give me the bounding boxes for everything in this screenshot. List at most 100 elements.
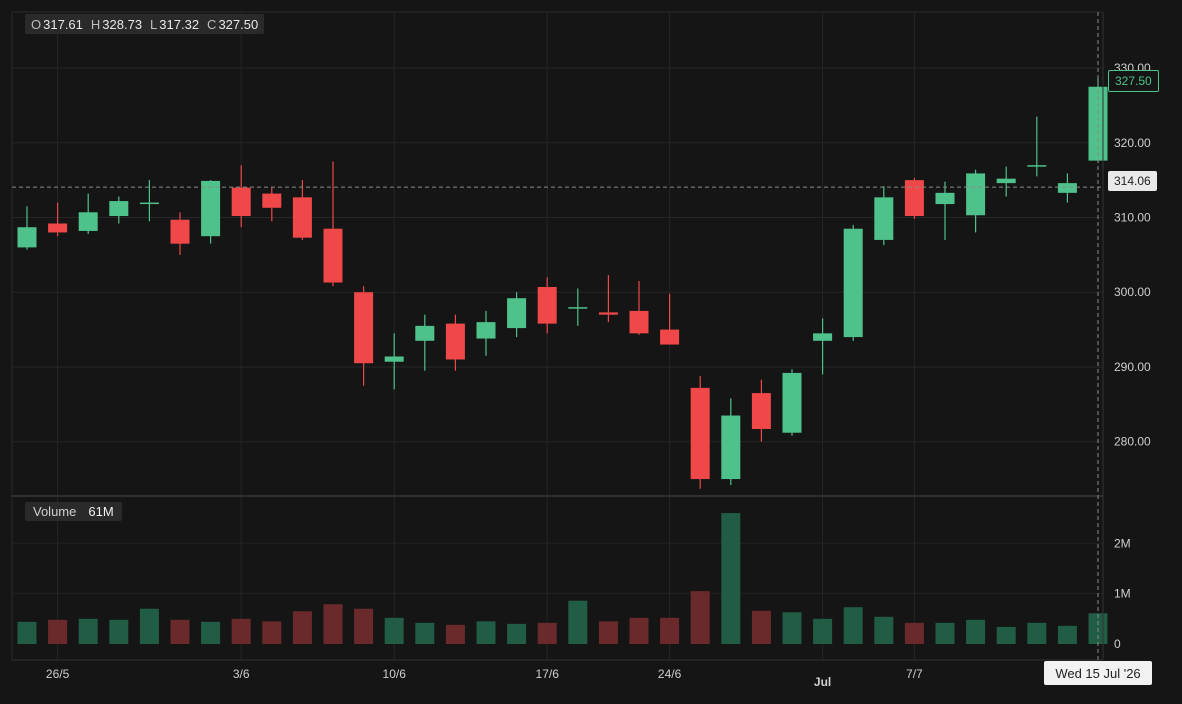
volume-bar [751, 610, 771, 644]
candle-body [568, 307, 588, 309]
candle-body [629, 310, 649, 334]
volume-bar [598, 621, 618, 644]
volume-bar [843, 607, 863, 644]
candle-body [445, 323, 465, 360]
candle-body [323, 228, 343, 283]
volume-bar [507, 623, 527, 644]
volume-tick-label: 1M [1114, 587, 1131, 601]
open-label: O [31, 16, 42, 32]
candle-body [598, 312, 618, 315]
candle-body [170, 219, 190, 244]
candle-body [17, 227, 37, 248]
volume-bar [1057, 625, 1077, 644]
candle-body [476, 322, 496, 339]
volume-bar [201, 621, 221, 644]
volume-bar [17, 621, 37, 644]
candle-body [904, 180, 924, 217]
axes: 330.00320.00310.00300.00290.00280.002M1M… [11, 11, 1151, 689]
time-tick-label: 24/6 [658, 667, 682, 681]
candle-body [415, 325, 435, 341]
close-label: C [207, 16, 217, 32]
price-pane [17, 77, 1108, 489]
crosshair-date-tag: Wed 15 Jul '26 [1044, 661, 1152, 685]
volume-legend: Volume 61M [25, 502, 122, 521]
low-label: L [150, 16, 158, 32]
candle-body [109, 201, 129, 217]
candle-body [966, 173, 986, 216]
candle-body [935, 192, 955, 205]
volume-bar [78, 618, 98, 644]
low-value: 317.32 [159, 16, 200, 32]
candle-body [1027, 165, 1047, 167]
volume-bar [537, 622, 557, 644]
candle-body [721, 415, 741, 480]
candle-body [874, 197, 894, 240]
candle-body [78, 212, 98, 231]
open-value: 317.61 [43, 16, 83, 32]
volume-bar [170, 619, 190, 644]
ohlc-legend: O 317.61 H 328.73 L 317.32 C 327.50 [25, 14, 265, 34]
volume-bar [109, 619, 129, 644]
crosshair [12, 12, 1103, 660]
volume-bar [629, 617, 649, 644]
candle-body [262, 193, 282, 208]
time-tick-label: 26/5 [46, 667, 70, 681]
candle-body [1057, 183, 1077, 193]
volume-pane [17, 513, 1108, 644]
volume-bar [721, 513, 741, 644]
volume-bar [415, 622, 435, 644]
candle-body [354, 292, 374, 364]
price-tick-label: 280.00 [1114, 435, 1151, 449]
volume-bar [48, 619, 68, 644]
volume-tick-label: 2M [1114, 536, 1131, 550]
candle-body [537, 287, 557, 324]
time-tick-label: 17/6 [536, 667, 560, 681]
volume-bar [996, 626, 1016, 644]
candle-body [292, 197, 312, 238]
close-value: 327.50 [218, 16, 259, 32]
time-tick-label: 10/6 [383, 667, 407, 681]
volume-tick-label: 0 [1114, 637, 1121, 651]
candle-body [48, 223, 68, 233]
volume-bar [262, 621, 282, 644]
candle-body [996, 178, 1016, 184]
candle-body [660, 329, 680, 345]
volume-label: Volume [33, 504, 77, 519]
candle-body [690, 387, 710, 480]
volume-bar [935, 622, 955, 644]
volume-bar [782, 612, 802, 644]
time-tick-label: 7/7 [906, 667, 923, 681]
volume-bar [1027, 622, 1047, 644]
candle-body [139, 202, 159, 205]
volume-bar [476, 621, 496, 644]
volume-bar [292, 611, 312, 644]
candle-body [201, 180, 221, 237]
candle-body [782, 372, 802, 433]
volume-bar [568, 600, 588, 644]
volume-bar [874, 616, 894, 644]
crosshair-price-tag: 314.06 [1108, 171, 1157, 191]
volume-bar [904, 622, 924, 644]
price-tick-label: 290.00 [1114, 360, 1151, 374]
candle-body [843, 228, 863, 338]
last-price-tag: 327.50 [1108, 70, 1159, 92]
candle-body [384, 356, 404, 362]
volume-bar [231, 618, 251, 644]
price-tick-label: 320.00 [1114, 136, 1151, 150]
high-value: 328.73 [102, 16, 143, 32]
volume-bar [354, 608, 374, 644]
volume-bar [966, 619, 986, 644]
volume-bar [660, 617, 680, 644]
volume-bar [323, 604, 343, 644]
price-tick-label: 300.00 [1114, 285, 1151, 299]
candle-body [507, 298, 527, 329]
candle-body [813, 333, 833, 341]
volume-bar [813, 618, 833, 644]
price-tick-label: 310.00 [1114, 211, 1151, 225]
volume-bar [445, 624, 465, 644]
candle-body [231, 187, 251, 217]
time-tick-label: 3/6 [233, 667, 250, 681]
high-label: H [90, 16, 101, 32]
time-tick-label: Jul [814, 675, 831, 689]
